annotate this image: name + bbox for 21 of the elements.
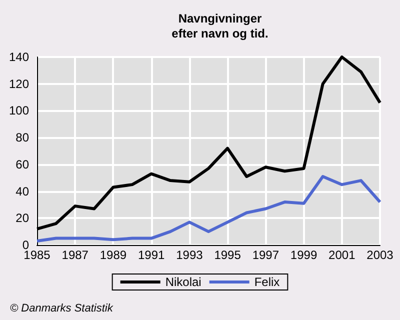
x-tick-label: 2003 (366, 248, 394, 262)
y-tick-label: 20 (16, 211, 30, 226)
x-tick-label: 1995 (214, 248, 242, 262)
legend-label: Nikolai (165, 275, 202, 289)
y-tick-label: 40 (16, 184, 30, 198)
y-tick-label: 120 (8, 76, 30, 91)
line-series (36, 175, 382, 242)
chart-title: Navngivninger efter navn og tid. (172, 12, 268, 40)
legend-label: Felix (254, 275, 280, 289)
y-tick-label: 100 (8, 104, 30, 118)
x-tick-label: 1997 (252, 248, 280, 262)
y-tick-label: 140 (8, 50, 30, 64)
x-tick-label: 1987 (62, 248, 89, 262)
y-tick-label: 60 (16, 157, 30, 172)
y-tick-label: 80 (16, 130, 30, 145)
x-tick-label: 1991 (138, 248, 166, 262)
x-tick-label: 1989 (100, 248, 127, 262)
x-tick-label: 1999 (290, 248, 318, 262)
x-tick-label: 2001 (328, 248, 356, 262)
text: © Danmarks Statistik (10, 302, 114, 314)
x-tick-label: 1993 (176, 248, 204, 262)
